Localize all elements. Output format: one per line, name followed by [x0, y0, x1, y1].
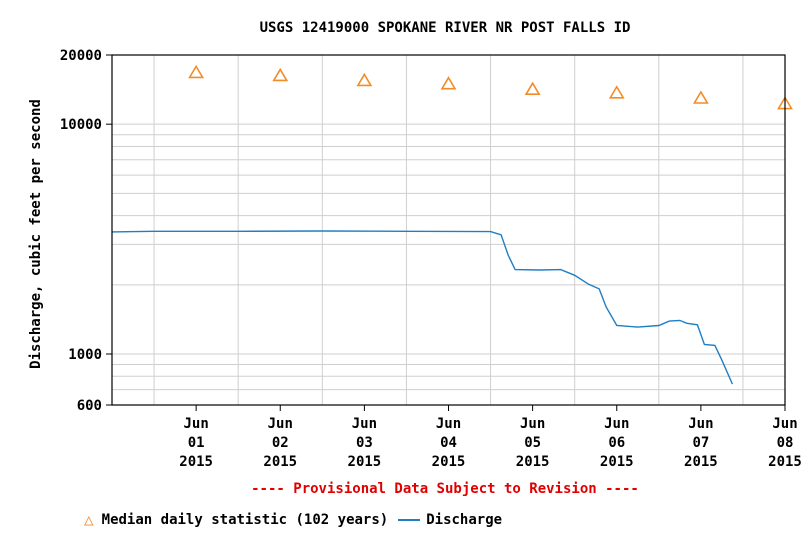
- discharge-line: [111, 230, 734, 385]
- provisional-note: ---- Provisional Data Subject to Revisio…: [251, 481, 639, 497]
- x-tick-label: 2015: [348, 454, 382, 470]
- x-tick-label: 03: [356, 435, 373, 451]
- line-marker-icon: [398, 519, 421, 521]
- median-point: [356, 72, 373, 87]
- median-point: [188, 64, 205, 79]
- x-tick-label: 2015: [432, 454, 466, 470]
- x-tick-label: 2015: [600, 454, 634, 470]
- x-tick-label: 07: [692, 435, 709, 451]
- x-tick-label: 02: [272, 435, 289, 451]
- median-point: [608, 85, 625, 99]
- x-tick-label: 06: [608, 435, 625, 451]
- median-point: [272, 67, 289, 82]
- legend-discharge-label: Discharge: [426, 512, 503, 528]
- x-tick-label: Jun: [604, 416, 629, 432]
- x-tick-label: 2015: [768, 454, 802, 470]
- triangle-marker-icon: △: [84, 510, 94, 529]
- legend-median-label: Median daily statistic (102 years): [101, 512, 389, 528]
- chart-legend: △ Median daily statistic (102 years) Dis…: [84, 510, 503, 529]
- x-tick-label: 2015: [684, 454, 718, 470]
- x-tick-label: 2015: [179, 454, 213, 470]
- x-tick-labels: Jun 01 2015 Jun 02 2015 Jun 03 2015 Jun 04 2015 Jun 0…: [179, 405, 802, 470]
- x-tick-label: Jun: [183, 416, 208, 432]
- y-tick-label: 10000: [60, 117, 102, 133]
- x-tick-label: Jun: [520, 416, 545, 432]
- median-point: [440, 76, 457, 90]
- x-tick-label: 2015: [516, 454, 550, 470]
- plot-frame: [111, 54, 786, 406]
- median-point: [692, 90, 709, 104]
- y-axis-label: Discharge, cubic feet per second: [28, 99, 44, 369]
- y-tick-labels: 20000 10000 1000 600: [60, 48, 112, 414]
- x-tick-label: Jun: [268, 416, 293, 432]
- x-tick-label: 01: [188, 435, 205, 451]
- chart-title: USGS 12419000 SPOKANE RIVER NR POST FALL…: [260, 20, 631, 36]
- y-tick-label: 1000: [68, 347, 102, 363]
- x-tick-label: 2015: [263, 454, 297, 470]
- grid-lines: [112, 54, 785, 405]
- x-tick-label: 04: [440, 435, 457, 451]
- x-tick-label: Jun: [436, 416, 461, 432]
- y-tick-label: 600: [77, 398, 102, 414]
- x-tick-label: 05: [524, 435, 541, 451]
- x-tick-label: Jun: [772, 416, 797, 432]
- x-tick-label: 08: [777, 435, 794, 451]
- median-point: [524, 81, 541, 95]
- x-tick-label: Jun: [688, 416, 713, 432]
- y-tick-label: 20000: [60, 48, 102, 64]
- x-tick-label: Jun: [352, 416, 377, 432]
- data-series: [111, 64, 793, 385]
